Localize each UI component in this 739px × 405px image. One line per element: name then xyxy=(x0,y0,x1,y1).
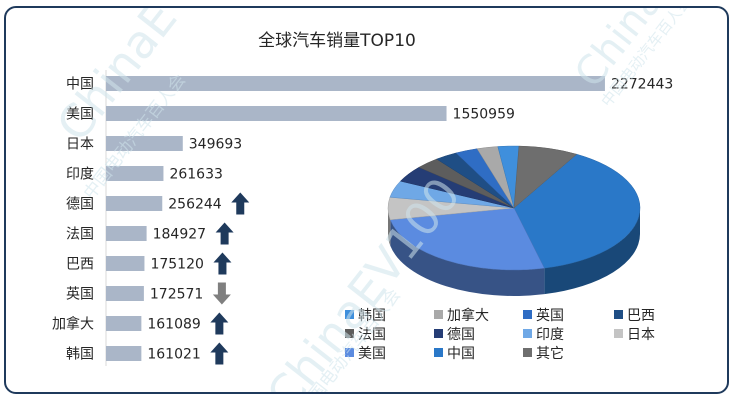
pie-slice xyxy=(513,153,641,269)
bar xyxy=(106,106,447,121)
bar-value-label: 172571 xyxy=(150,287,203,303)
trend-down-arrow-icon xyxy=(212,282,231,305)
legend-label: 巴西 xyxy=(627,308,655,324)
legend-swatch xyxy=(614,310,623,319)
bar-category-label: 德国 xyxy=(66,197,94,213)
bar-category-label: 中国 xyxy=(66,77,94,93)
bar-value-label: 261633 xyxy=(169,167,222,183)
bar xyxy=(106,196,163,211)
bar xyxy=(106,136,183,151)
legend-label: 德国 xyxy=(447,327,475,343)
legend-label: 日本 xyxy=(627,327,655,343)
bar-value-label: 184927 xyxy=(153,227,206,243)
bar-value-label: 2272443 xyxy=(611,77,673,93)
legend-swatch xyxy=(345,348,354,357)
legend-swatch xyxy=(345,310,354,319)
legend-swatch xyxy=(523,310,532,319)
chart-frame: 全球汽车销量TOP10 中国 2272443 美国 1550959 日本 349693 印度… xyxy=(4,6,729,394)
legend-swatch xyxy=(434,310,443,319)
bar-category-label: 英国 xyxy=(66,286,94,303)
bar-category-label: 巴西 xyxy=(66,257,94,273)
bar xyxy=(106,316,142,331)
trend-up-arrow-icon xyxy=(213,252,232,275)
bar-value-label: 1550959 xyxy=(453,107,515,123)
pie-slice-side xyxy=(390,219,545,296)
bar-chart: 中国 2272443 美国 1550959 日本 349693 印度 261633 德国 2562… xyxy=(52,70,673,366)
legend-label: 其它 xyxy=(536,345,564,362)
pie-slice xyxy=(389,207,545,271)
bar-value-label: 161089 xyxy=(147,317,200,333)
trend-up-arrow-icon xyxy=(210,342,229,365)
chart-title: 全球汽车销量TOP10 xyxy=(258,31,416,51)
chart-canvas: 全球汽车销量TOP10 中国 2272443 美国 1550959 日本 349693 印度… xyxy=(52,31,673,366)
bar-category-label: 美国 xyxy=(66,107,94,123)
pie-slice-side xyxy=(544,208,640,295)
legend-label: 中国 xyxy=(447,346,475,362)
legend-swatch xyxy=(434,348,443,357)
pie-side-layer xyxy=(388,208,640,296)
legend-label: 印度 xyxy=(536,327,564,343)
legend-swatch xyxy=(614,329,623,338)
bar-category-label: 法国 xyxy=(66,227,94,243)
bar-value-label: 161021 xyxy=(147,347,200,363)
legend-swatch xyxy=(523,329,532,338)
pie-slice xyxy=(513,145,578,209)
bar xyxy=(106,286,144,301)
legend-label: 英国 xyxy=(536,307,564,324)
pie-chart xyxy=(387,145,641,296)
trend-up-arrow-icon xyxy=(231,192,250,215)
bar xyxy=(106,226,147,241)
bar-category-label: 日本 xyxy=(66,137,94,153)
bar xyxy=(106,166,164,181)
pie-slice-side xyxy=(388,208,391,246)
legend-label: 法国 xyxy=(358,327,386,343)
legend-swatch xyxy=(523,348,532,357)
bar xyxy=(106,76,605,91)
trend-up-arrow-icon xyxy=(215,222,234,245)
legend-swatch xyxy=(345,329,354,338)
bar xyxy=(106,256,145,271)
bar-category-label: 加拿大 xyxy=(52,316,94,333)
bar-value-label: 175120 xyxy=(150,257,203,273)
bar-category-label: 韩国 xyxy=(66,347,94,363)
legend-label: 美国 xyxy=(358,346,386,362)
trend-up-arrow-icon xyxy=(210,312,229,335)
bar-value-label: 256244 xyxy=(168,197,222,213)
legend-label: 加拿大 xyxy=(447,307,489,324)
legend-swatch xyxy=(434,329,443,338)
bar-category-label: 印度 xyxy=(66,167,94,183)
legend-label: 韩国 xyxy=(358,308,386,324)
bar xyxy=(106,346,142,361)
bar-value-label: 349693 xyxy=(189,137,242,153)
